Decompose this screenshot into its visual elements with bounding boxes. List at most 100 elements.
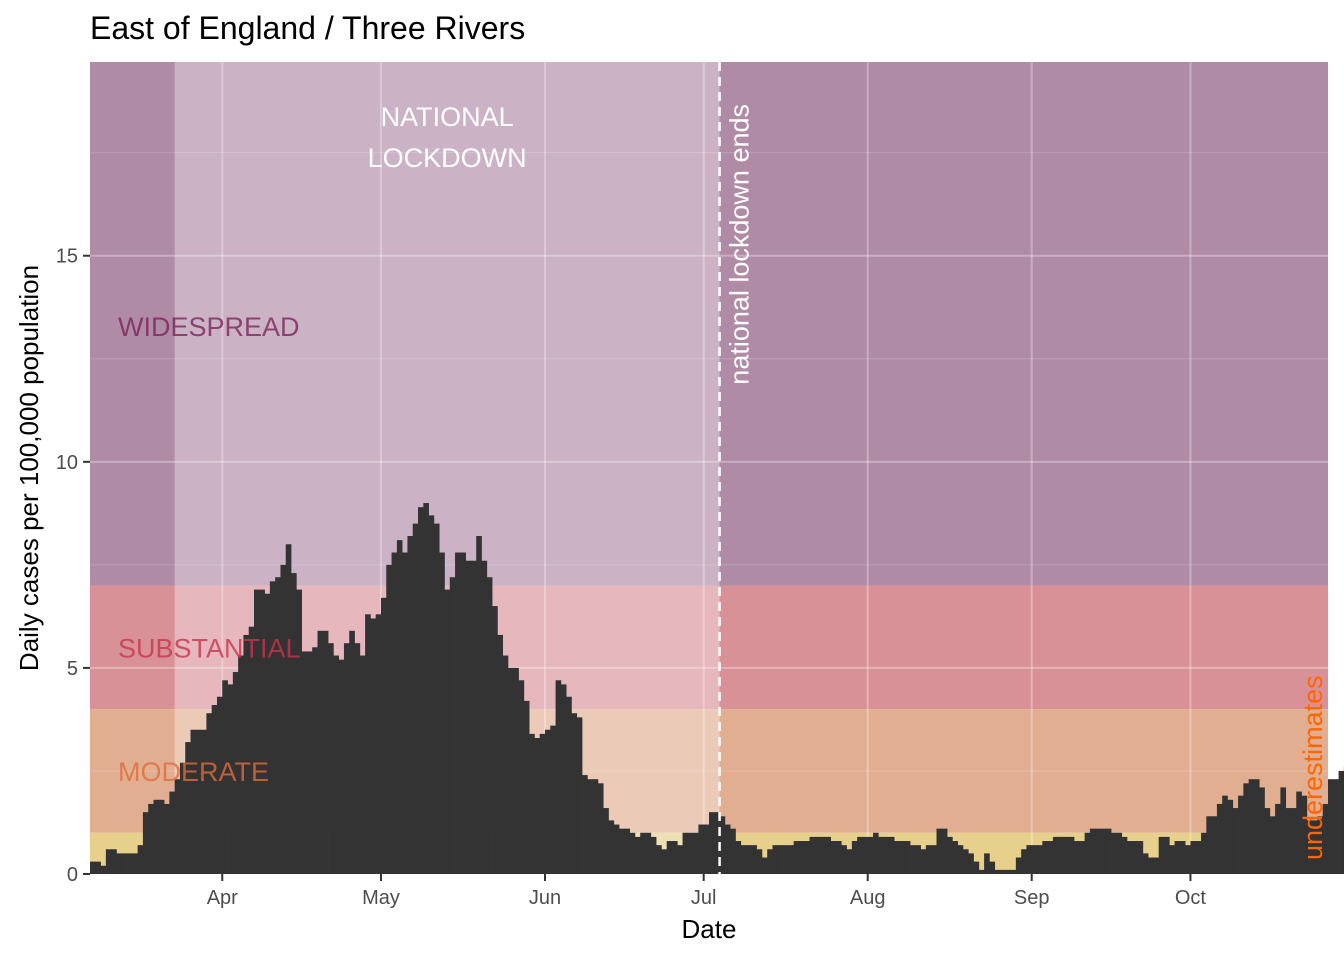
bar [1338,770,1344,874]
bar [1216,803,1223,874]
bar [1126,841,1133,874]
bar [507,667,514,874]
bar [555,680,562,874]
bar [127,853,133,874]
bar [1232,808,1239,874]
band-label: WIDESPREAD [118,312,300,342]
x-tick-label: Sep [1014,887,1050,909]
bars [90,503,1344,874]
bar [650,836,657,874]
bar [941,828,948,874]
bar [962,849,969,874]
band-label: SUBSTANTIAL [118,633,301,663]
bar [1037,845,1043,874]
bar [830,841,837,874]
bar [1253,779,1260,874]
bar [1163,836,1170,874]
bar [825,836,832,874]
bar [1211,816,1218,874]
bar [486,577,493,874]
bar [809,836,816,874]
bar [915,845,921,874]
bar [343,643,350,874]
bar [687,832,694,874]
bar [1333,779,1339,874]
bar [798,841,805,874]
bar [243,634,250,874]
bar [560,684,567,874]
bar [354,643,361,874]
bar [418,507,424,874]
bar [735,841,742,874]
bar [904,841,911,874]
bar [613,824,620,874]
bar [857,836,863,874]
bar [1121,836,1128,874]
bar [100,865,107,874]
bar [1201,832,1207,874]
x-tick-label: May [362,887,400,909]
bar [994,869,1001,874]
bar [698,824,705,874]
x-tick-label: Apr [207,887,238,909]
bar [238,655,244,874]
bar [883,836,890,874]
bar [301,651,308,874]
bar [190,729,197,874]
bar [645,832,652,874]
bar [820,836,826,874]
bar [1116,832,1123,874]
bar [878,836,884,874]
bar [396,540,403,874]
bar [804,841,810,874]
bar [105,849,112,874]
bar [222,680,228,874]
band-label: MODERATE [118,757,269,787]
bar [460,552,466,874]
bar [910,845,916,874]
bar [968,853,974,874]
bar [1021,849,1027,874]
bar [1269,816,1276,874]
bar [423,503,429,874]
bar [682,832,689,874]
bar [873,832,879,874]
bar [931,845,937,874]
lockdown-end-label: national lockdown ends [725,104,755,385]
bar [629,832,636,874]
bar [359,655,366,874]
bar [428,515,435,874]
bar [592,779,599,874]
bar [1195,841,1202,874]
bar [1174,841,1181,874]
bar [481,560,488,874]
bar [158,799,165,874]
bar [216,696,223,874]
bar [851,841,858,874]
bar [730,828,736,874]
bar [370,618,377,874]
bar [1100,828,1107,874]
bar [142,812,149,874]
bar [444,589,451,874]
bar [783,845,789,874]
bar [1095,828,1101,874]
bar [550,725,556,874]
y-axis-title: Daily cases per 100,000 population [14,265,44,671]
bar [772,845,779,874]
bar [1264,808,1271,874]
bar [756,849,763,874]
bar [1052,836,1059,874]
bar [185,742,191,874]
bar [1058,836,1064,874]
bar [523,700,530,874]
lockdown-label: LOCKDOWN [368,143,527,173]
bar [597,783,604,874]
bar [121,853,128,874]
bar [1275,803,1281,874]
bar [497,634,504,874]
bar [1063,836,1070,874]
bar [132,853,138,874]
bar [259,589,265,874]
